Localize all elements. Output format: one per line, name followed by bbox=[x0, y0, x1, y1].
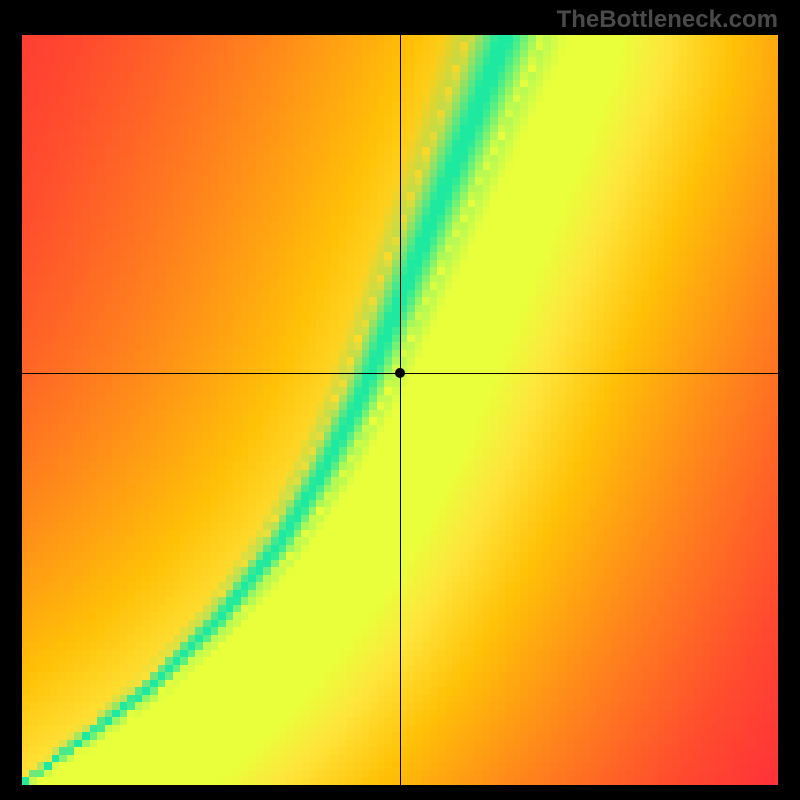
heatmap-canvas bbox=[22, 35, 778, 785]
watermark-text: TheBottleneck.com bbox=[557, 6, 778, 34]
heatmap-plot bbox=[22, 35, 778, 785]
chart-container: TheBottleneck.com bbox=[0, 0, 800, 800]
